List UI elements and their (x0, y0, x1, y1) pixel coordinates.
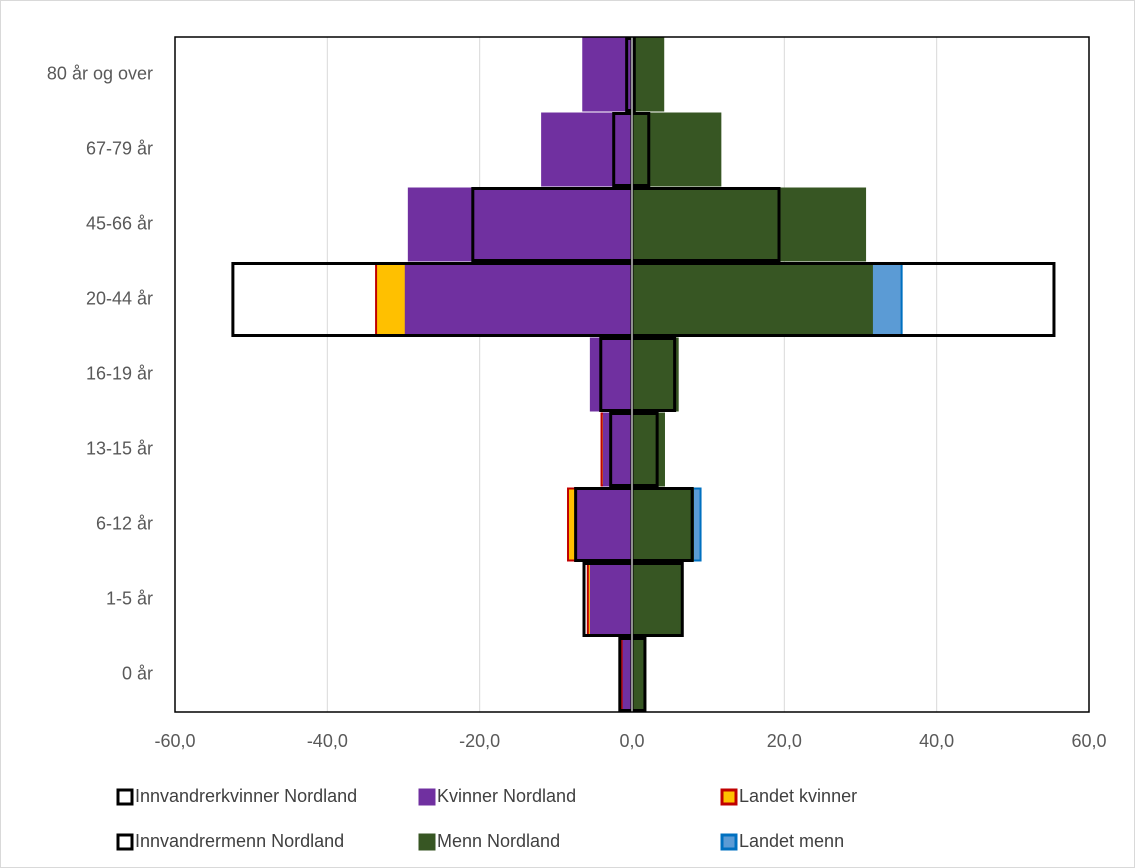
bar (631, 262, 873, 337)
x-tick-label: -60,0 (154, 731, 195, 751)
x-tick-label: 20,0 (767, 731, 802, 751)
legend-marker (116, 833, 134, 851)
legend-marker (418, 833, 436, 851)
bar (631, 562, 681, 637)
legend-label: Innvandrermenn Nordland (135, 831, 344, 851)
bar (631, 412, 665, 487)
y-tick-label: 1-5 år (106, 588, 153, 608)
bar (631, 637, 644, 712)
bar (631, 187, 867, 262)
y-tick-label: 67-79 år (86, 138, 153, 158)
bar (631, 487, 694, 562)
plot-border (174, 36, 1090, 713)
y-tick-label: 0 år (122, 663, 153, 683)
y-tick-label: 80 år og over (47, 63, 153, 83)
y-tick-label: 16-19 år (86, 363, 153, 383)
y-tick-label: 6-12 år (96, 513, 153, 533)
legend-label: Kvinner Nordland (437, 786, 576, 806)
x-tick-label: -20,0 (459, 731, 500, 751)
bar (589, 562, 633, 637)
bar (602, 412, 634, 487)
legend-label: Menn Nordland (437, 831, 560, 851)
x-tick-label: -40,0 (307, 731, 348, 751)
x-tick-label: 60,0 (1071, 731, 1106, 751)
bar (589, 337, 633, 412)
x-tick-label: 40,0 (919, 731, 954, 751)
bar (631, 37, 665, 112)
legend-label: Landet kvinner (739, 786, 857, 806)
bar (404, 262, 633, 337)
legend-marker (418, 788, 436, 806)
bar (407, 187, 633, 262)
legend-marker (720, 833, 738, 851)
bar (541, 112, 634, 187)
y-tick-label: 13-15 år (86, 438, 153, 458)
bar (582, 37, 634, 112)
bar (631, 112, 722, 187)
bar (576, 487, 633, 562)
y-tick-label: 45-66 år (86, 213, 153, 233)
legend-marker (720, 788, 738, 806)
x-tick-label: 0,0 (619, 731, 644, 751)
legend-label: Innvandrerkvinner Nordland (135, 786, 357, 806)
legend-marker (116, 788, 134, 806)
y-tick-label: 20-44 år (86, 288, 153, 308)
legend-label: Landet menn (739, 831, 844, 851)
bar (631, 337, 679, 412)
